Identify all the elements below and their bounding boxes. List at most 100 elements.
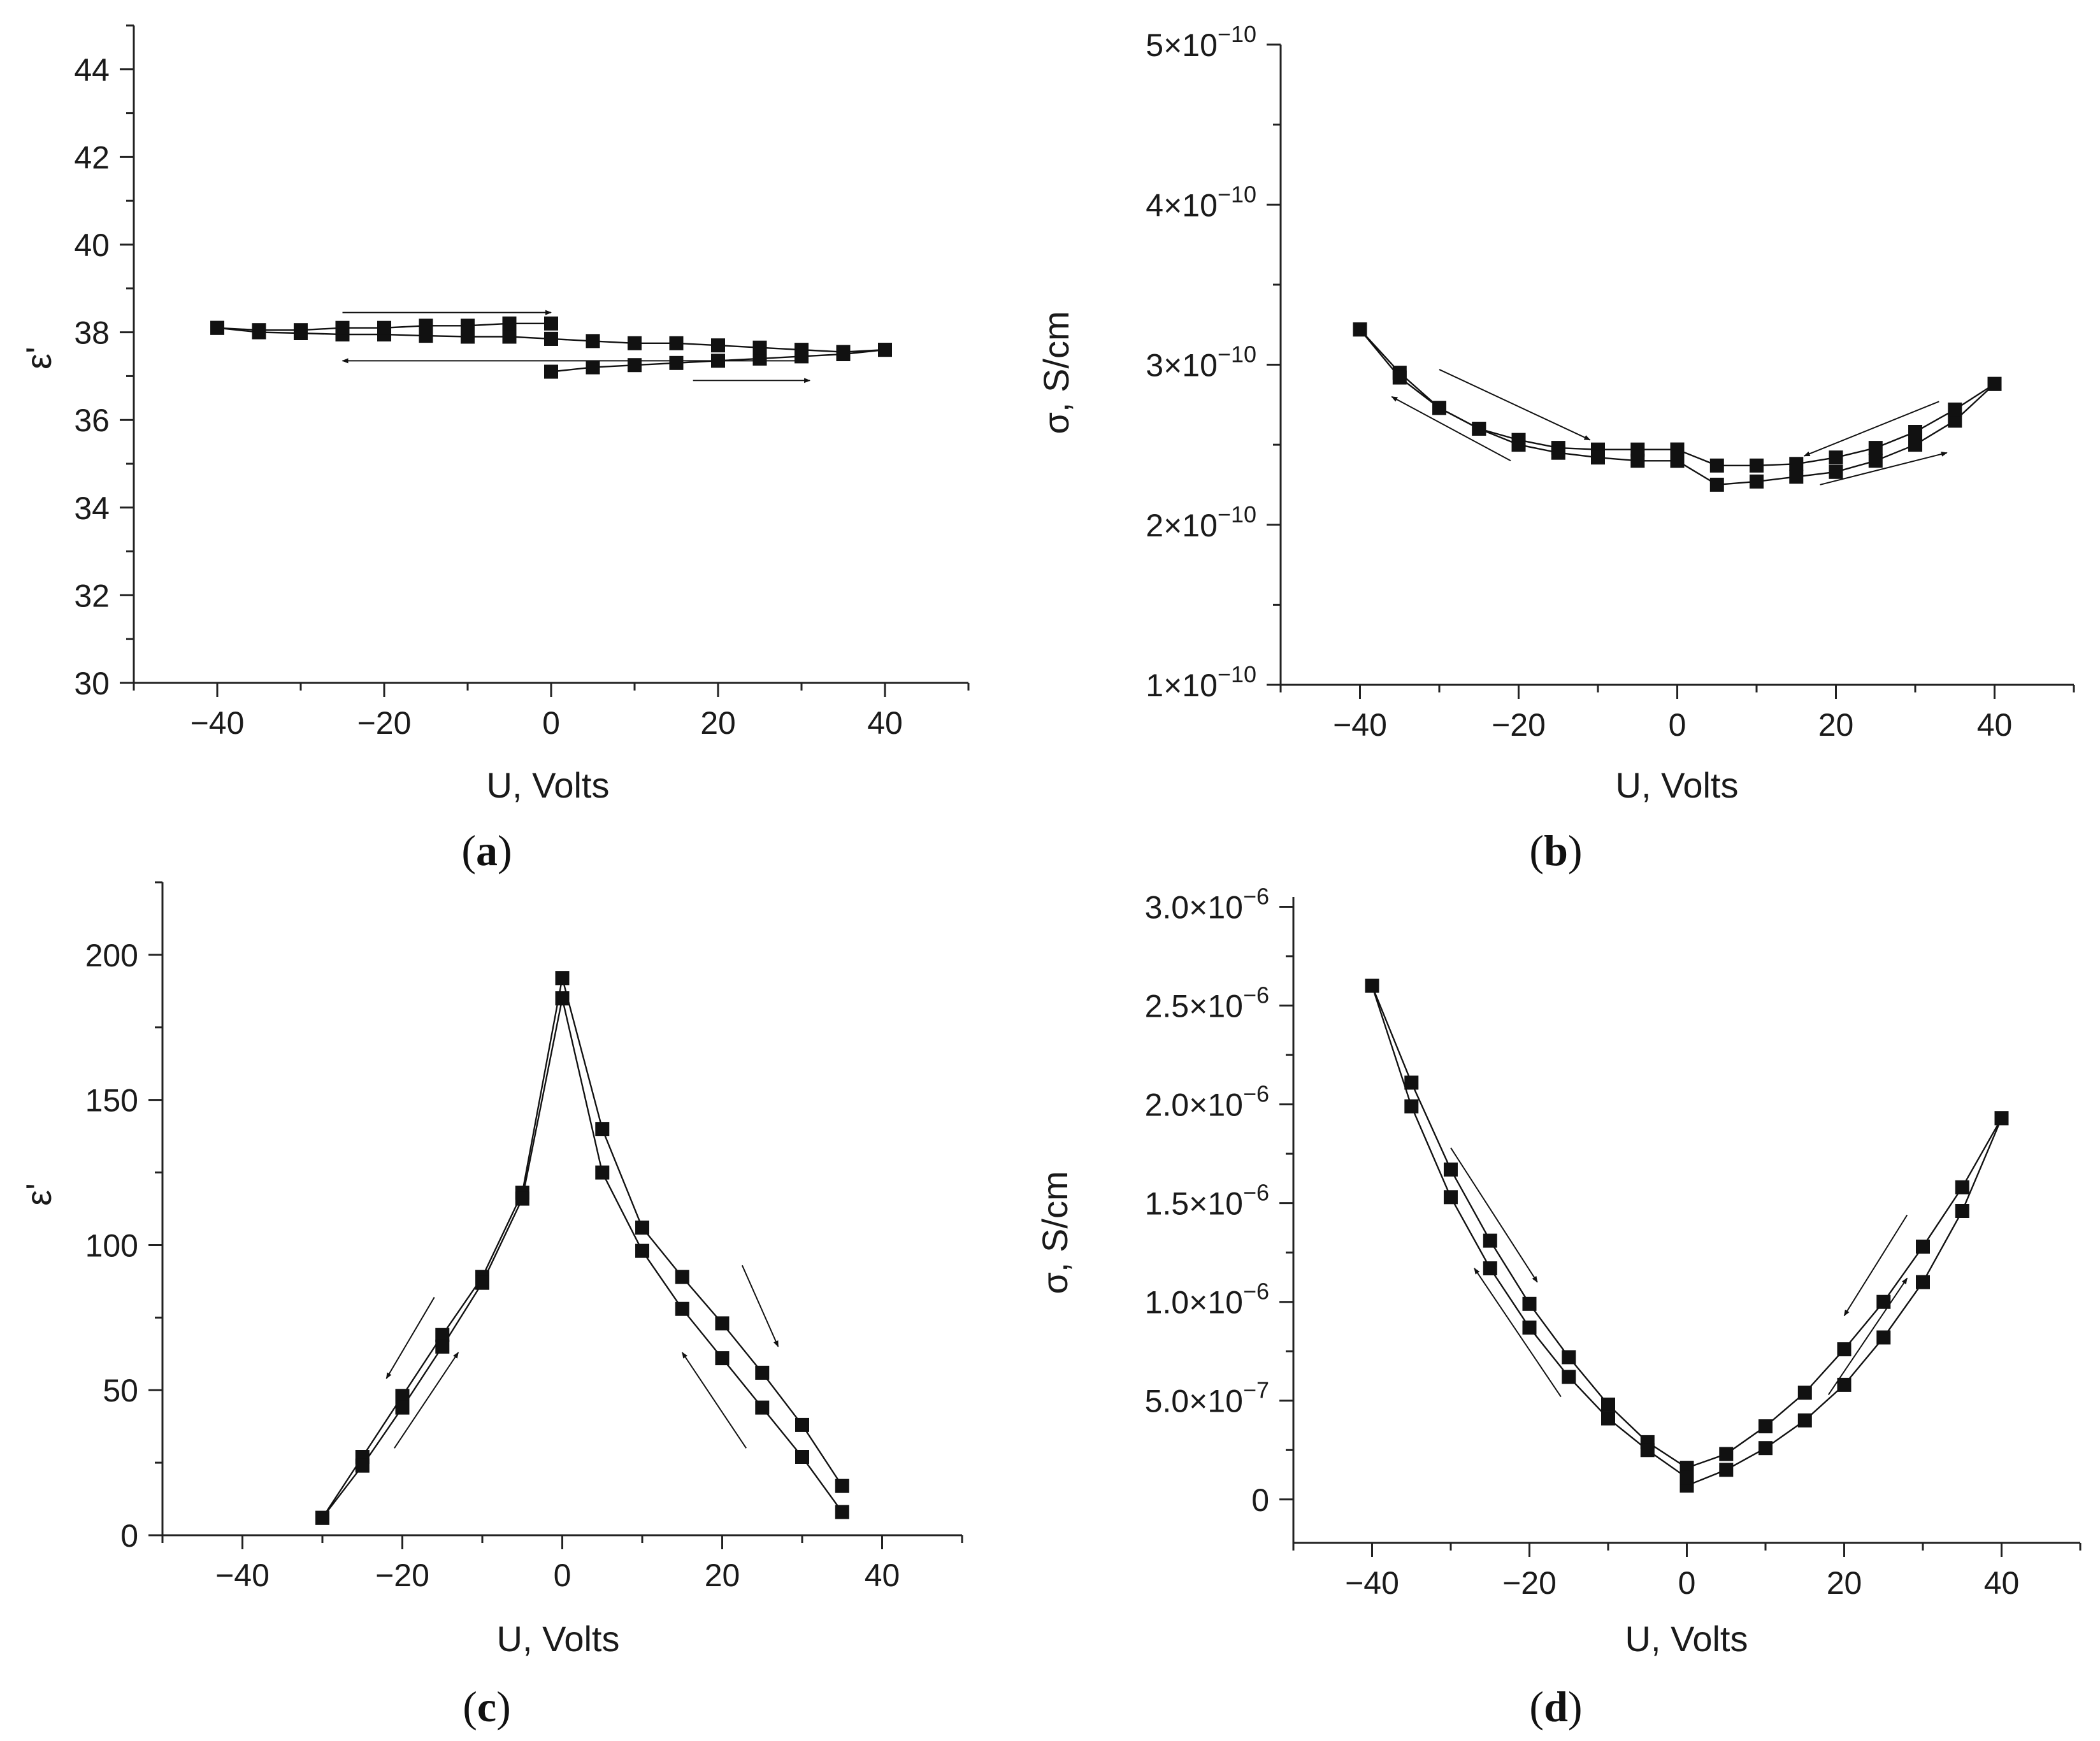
data-point-c: [795, 1450, 809, 1464]
data-point-d: [1562, 1370, 1576, 1384]
y-axis-label-d: σ, S/cm: [1035, 1171, 1075, 1294]
y-axis-label-a: ε': [18, 347, 59, 369]
x-tick-label-d: 20: [1827, 1565, 1862, 1601]
data-point-b: [1392, 370, 1407, 385]
data-point-d: [1719, 1463, 1734, 1477]
data-point-c: [475, 1275, 489, 1290]
times-sign: ×10: [1163, 508, 1218, 543]
data-point-b: [1630, 442, 1645, 457]
data-point-d: [1916, 1275, 1930, 1289]
y-tick-label-d: 2.0×10−6: [1145, 1081, 1269, 1123]
direction-arrow-d: [1827, 1277, 1908, 1395]
data-point-c: [435, 1328, 450, 1342]
y-tick-mantissa: 3.0: [1145, 890, 1190, 926]
data-point-a: [752, 340, 767, 355]
data-point-b: [1432, 401, 1446, 415]
y-tick-mantissa: 2: [1146, 508, 1163, 543]
y-tick-label-a: 32: [74, 578, 110, 613]
times-sign: ×10: [1189, 1087, 1243, 1123]
data-point-a: [544, 331, 558, 346]
data-point-d: [1758, 1441, 1773, 1456]
data-point-b: [1789, 469, 1804, 484]
times-sign: ×10: [1189, 1186, 1243, 1222]
data-point-c: [635, 1243, 649, 1258]
data-point-c: [515, 1191, 529, 1206]
data-point-a: [502, 329, 517, 344]
y-tick-label-d: 1.0×10−6: [1145, 1279, 1269, 1321]
data-point-b: [1353, 322, 1367, 337]
data-point-d: [1444, 1190, 1458, 1205]
direction-arrow-b: [1439, 369, 1591, 441]
data-point-d: [1483, 1233, 1497, 1248]
times-sign: ×10: [1189, 989, 1243, 1024]
data-point-d: [1365, 978, 1379, 993]
x-tick-label-c: −40: [215, 1558, 270, 1593]
y-tick-label-a: 30: [74, 666, 110, 701]
x-tick-label-c: 0: [554, 1558, 572, 1593]
y-tick-mantissa: 0: [1251, 1482, 1269, 1518]
data-point-b: [1948, 402, 1962, 417]
y-tick-mantissa: 5.0: [1145, 1384, 1190, 1419]
data-point-d: [1837, 1377, 1852, 1392]
y-tick-mantissa: 2.0: [1145, 1087, 1190, 1123]
y-tick-exponent: −7: [1243, 1377, 1269, 1403]
panel-d: −40 −20 0 20 4005.0×10−71.0×10−61.5×10−62.0×…: [1035, 884, 2082, 1731]
y-tick-exponent: −6: [1243, 1279, 1269, 1305]
data-point-c: [795, 1417, 809, 1432]
data-point-b: [1868, 454, 1883, 468]
y-tick-label-c: 50: [103, 1373, 138, 1408]
data-point-b: [1511, 438, 1526, 452]
series-line-d-1: [1686, 1117, 2003, 1469]
data-point-d: [1994, 1111, 2009, 1126]
y-tick-mantissa: 2.5: [1145, 989, 1190, 1024]
y-tick-label-b: 4×10−10: [1146, 181, 1256, 223]
data-point-d: [1522, 1321, 1537, 1335]
y-tick-mantissa: 1.0: [1145, 1285, 1190, 1321]
data-point-c: [835, 1479, 849, 1493]
data-point-d: [1601, 1411, 1615, 1426]
y-tick-mantissa: 3: [1146, 348, 1163, 383]
data-point-b: [1472, 422, 1486, 436]
times-sign: ×10: [1163, 348, 1218, 383]
series-line-c-2: [321, 978, 563, 1519]
y-tick-exponent: −10: [1218, 21, 1256, 47]
x-axis-label-d: U, Volts: [1625, 1619, 1748, 1659]
data-point-d: [1679, 1470, 1694, 1485]
x-tick-label-c: −20: [375, 1558, 429, 1593]
y-tick-label-d: 0: [1251, 1482, 1269, 1518]
data-point-d: [1955, 1204, 1969, 1218]
data-point-a: [210, 320, 224, 335]
x-tick-label-a: −20: [357, 705, 412, 741]
times-sign: ×10: [1163, 187, 1218, 223]
data-point-a: [461, 319, 475, 333]
x-tick-label-b: −20: [1492, 707, 1546, 743]
data-point-c: [555, 991, 570, 1006]
times-sign: ×10: [1163, 27, 1218, 63]
data-point-d: [1916, 1239, 1930, 1254]
y-tick-label-d: 3.0×10−6: [1145, 884, 1269, 926]
data-point-d: [1876, 1330, 1891, 1345]
y-tick-exponent: −10: [1218, 661, 1256, 687]
x-tick-label-d: 40: [1984, 1565, 2020, 1601]
x-axis-label-a: U, Volts: [487, 765, 610, 805]
y-tick-mantissa: 5: [1146, 27, 1163, 63]
series-line-c-0: [561, 998, 843, 1513]
data-point-b: [1908, 438, 1922, 452]
y-tick-label-a: 36: [74, 403, 110, 438]
data-point-c: [675, 1270, 689, 1284]
data-point-c: [715, 1316, 730, 1331]
times-sign: ×10: [1189, 1285, 1243, 1321]
data-point-b: [1789, 457, 1804, 471]
y-tick-label-d: 1.5×10−6: [1145, 1180, 1269, 1222]
x-tick-label-c: 40: [865, 1558, 900, 1593]
direction-arrow-c: [394, 1352, 459, 1449]
data-point-c: [755, 1365, 770, 1380]
y-tick-label-a: 34: [74, 491, 110, 526]
data-point-b: [1670, 442, 1685, 457]
series-line-c-3: [322, 998, 563, 1519]
y-tick-label-a: 44: [74, 52, 110, 88]
y-axis-label-b: σ, S/cm: [1036, 311, 1076, 434]
data-point-b: [1551, 445, 1565, 460]
data-point-c: [835, 1505, 849, 1519]
data-point-c: [595, 1165, 610, 1180]
